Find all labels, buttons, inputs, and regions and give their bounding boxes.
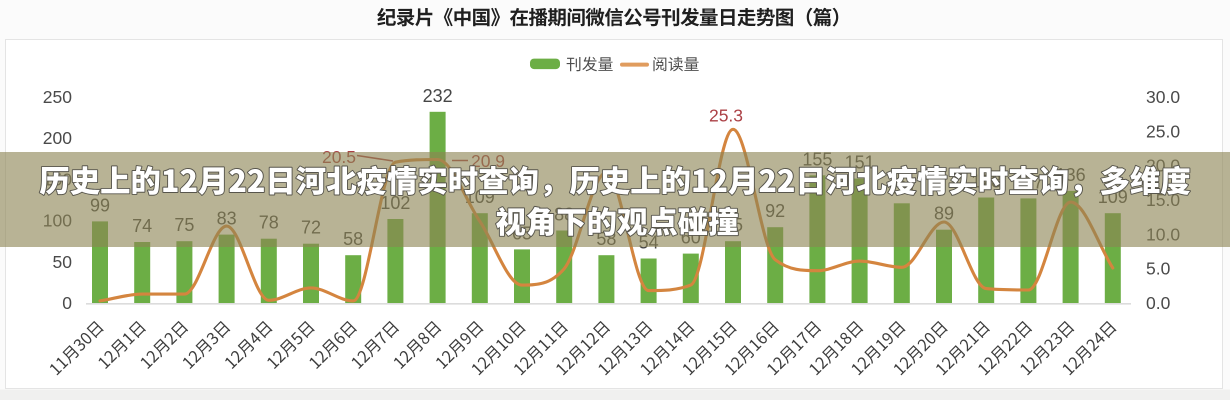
svg-text:50: 50 [53,252,73,272]
svg-text:5.0: 5.0 [1146,259,1171,279]
svg-text:200: 200 [43,128,72,148]
svg-text:0.0: 0.0 [1146,293,1171,313]
svg-text:25.0: 25.0 [1146,121,1180,141]
svg-text:0: 0 [62,293,72,313]
svg-text:250: 250 [43,87,72,107]
svg-text:25.3: 25.3 [709,106,743,126]
svg-text:30.0: 30.0 [1146,87,1180,107]
svg-text:232: 232 [423,86,453,106]
